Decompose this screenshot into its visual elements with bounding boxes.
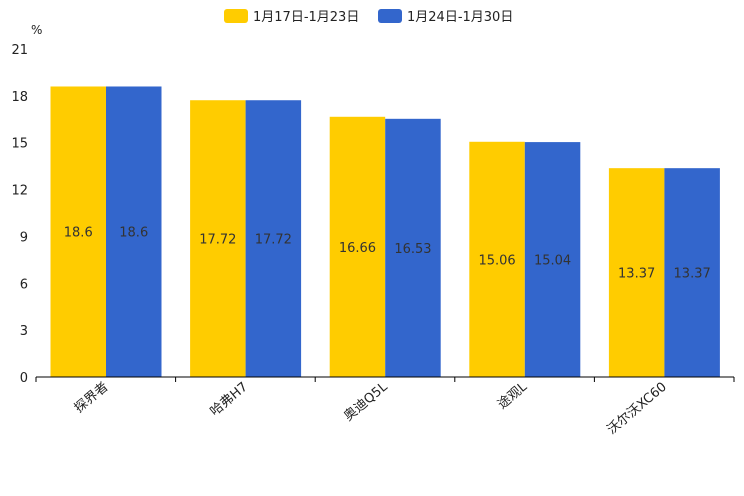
bars: 18.6 18.6 17.72 17.72 16.66 16.53 15.06 15.04 13… <box>50 86 720 378</box>
legend-label-1: 1月17日-1月23日 <box>253 10 359 25</box>
x-tick-label: 探界者 <box>72 380 112 417</box>
x-tick-label: 途观L <box>494 378 530 412</box>
y-tick-label: 18 <box>11 90 28 105</box>
legend-swatch-2 <box>378 9 402 23</box>
data-label: 17.72 <box>199 233 236 248</box>
data-label: 17.72 <box>255 233 292 248</box>
data-label: 16.53 <box>394 242 431 257</box>
y-tick-label: 0 <box>20 371 28 386</box>
legend-swatch-1 <box>224 9 248 23</box>
y-tick-label: 6 <box>20 277 28 292</box>
x-tick-label: 沃尔沃XC60 <box>605 380 670 438</box>
y-tick-label: 15 <box>11 137 28 152</box>
legend-item-1[interactable]: 1月17日-1月23日 <box>224 9 359 25</box>
x-axis: 探界者 哈弗H7 奥迪Q5L 途观L 沃尔沃XC60 <box>35 376 735 438</box>
x-tick-label: 哈弗H7 <box>208 380 251 420</box>
data-label: 13.37 <box>618 267 655 282</box>
bar-1-series-1 <box>50 86 106 377</box>
data-label: 13.37 <box>674 267 711 282</box>
data-label: 18.6 <box>64 226 93 241</box>
bar-4-series-1 <box>469 141 525 377</box>
y-tick-label: 21 <box>11 43 28 58</box>
bar-3-series-2 <box>385 118 441 378</box>
legend-label-2: 1月24日-1月30日 <box>407 10 513 25</box>
y-axis-unit-label: % <box>31 23 42 37</box>
y-axis-ticks: 0 3 6 9 12 15 18 21 <box>11 43 28 386</box>
legend: 1月17日-1月23日 1月24日-1月30日 <box>224 9 513 25</box>
bar-2-series-2 <box>245 100 302 378</box>
data-label: 15.04 <box>534 254 571 269</box>
y-tick-label: 3 <box>20 324 28 339</box>
bar-1-series-2 <box>106 86 162 377</box>
bar-5-series-1 <box>608 168 665 377</box>
x-tick-label: 奥迪Q5L <box>341 379 391 424</box>
data-label: 18.6 <box>119 226 148 241</box>
y-tick-label: 12 <box>11 184 28 199</box>
bar-3-series-1 <box>329 116 386 377</box>
legend-item-2[interactable]: 1月24日-1月30日 <box>378 9 513 25</box>
data-label: 15.06 <box>478 253 515 268</box>
data-label: 16.66 <box>339 241 376 256</box>
bar-5-series-2 <box>664 168 720 377</box>
bar-2-series-1 <box>190 100 246 378</box>
bar-4-series-2 <box>524 142 581 377</box>
y-tick-label: 9 <box>20 230 28 245</box>
